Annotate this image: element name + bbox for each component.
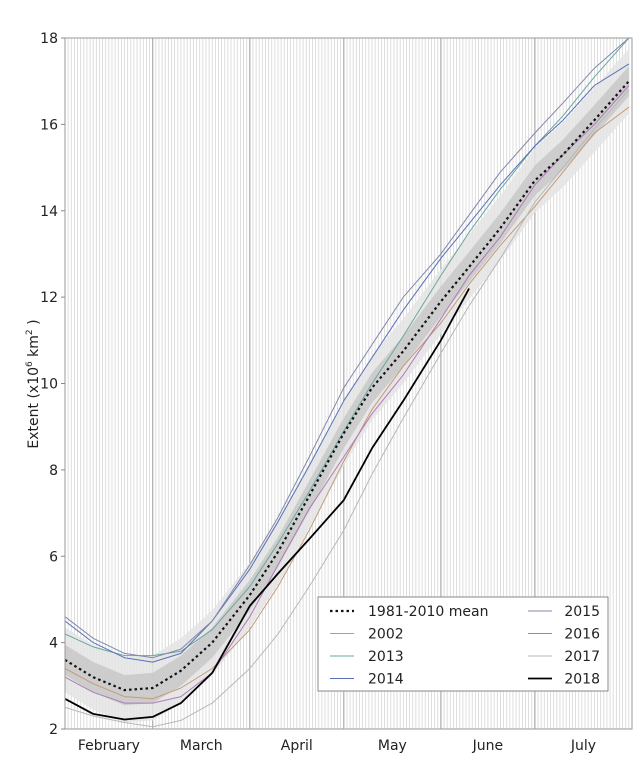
legend-label: 2014: [368, 672, 404, 688]
series-line-2016: [64, 85, 630, 704]
legend: 1981-2010 mean 2002 2013 2014 2015 2016 2017 20…: [317, 596, 609, 692]
y-tick-label: 8: [49, 463, 58, 479]
series-line-2018: [64, 288, 470, 721]
interdecile-band: [65, 48, 629, 723]
series-line-2017: [64, 89, 630, 728]
series-line-1981-2010-mean: [64, 80, 630, 692]
month-label: June: [472, 738, 504, 754]
y-axis-ticks: 2 4 6 8 10 12 14 16 18: [40, 31, 65, 738]
legend-box: [317, 596, 609, 692]
series-line-2015: [64, 37, 630, 659]
y-tick-label: 18: [40, 31, 58, 47]
y-tick-label: 6: [49, 549, 58, 565]
month-label: March: [180, 738, 223, 754]
legend-label: 2015: [564, 604, 600, 620]
y-tick-label: 14: [40, 204, 58, 220]
legend-label: 2016: [564, 627, 600, 643]
legend-label: 1981-2010 mean: [368, 604, 488, 620]
legend-label: 2002: [368, 627, 404, 643]
percentile-bands: [65, 48, 629, 723]
series-line-2014: [64, 63, 630, 663]
series-line-2002: [64, 106, 630, 700]
legend-label: 2018: [564, 672, 600, 688]
legend-label: 2017: [564, 649, 600, 665]
series-lines: [64, 37, 630, 728]
legend-label: 2013: [368, 649, 404, 665]
x-axis-month-labels: February March April May June July: [78, 738, 596, 754]
y-tick-label: 16: [40, 117, 58, 133]
month-label: February: [78, 738, 140, 754]
y-tick-label: 10: [40, 377, 58, 393]
month-label: July: [570, 738, 596, 754]
interquartile-band: [65, 66, 629, 706]
y-tick-label: 2: [49, 722, 58, 738]
y-tick-label: 12: [40, 290, 58, 306]
month-label: May: [378, 738, 407, 754]
month-label: April: [281, 738, 313, 754]
y-tick-label: 4: [49, 636, 58, 652]
y-axis-label: Extent (x106 km2 ): [25, 319, 42, 448]
